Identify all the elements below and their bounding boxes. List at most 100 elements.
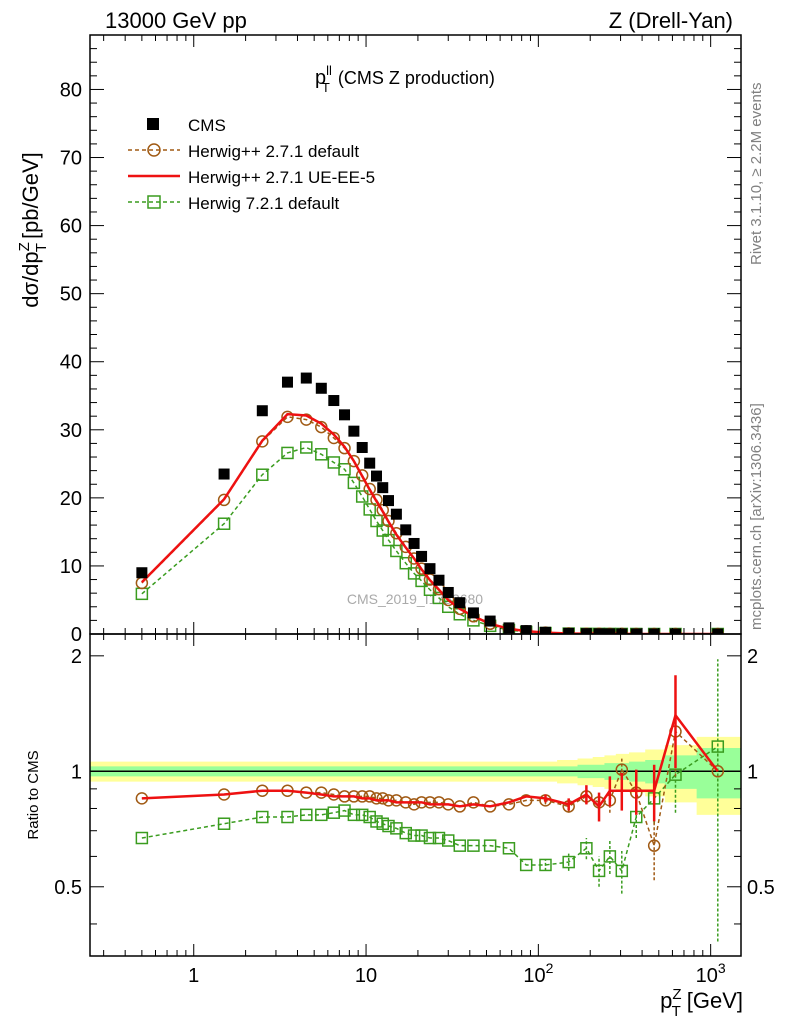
ratio-point-herwig7 xyxy=(315,808,328,822)
point-cms xyxy=(256,405,268,417)
ratio-point-herwig7 xyxy=(519,858,533,872)
ratio-point-herwigpp-default xyxy=(519,794,533,807)
ratio-point-herwig7 xyxy=(502,842,516,855)
point-cms xyxy=(371,470,383,482)
title-sub: T xyxy=(322,80,330,95)
point-cms xyxy=(400,524,412,536)
process-label: Z (Drell-Yan) xyxy=(609,8,733,33)
title-main: p xyxy=(315,67,326,89)
ratio-point-herwig7 xyxy=(415,829,428,842)
point-cms xyxy=(408,537,420,549)
point-herwigpp-default xyxy=(382,514,395,528)
ratio-y-tick-label-right: 1 xyxy=(747,761,758,783)
legend: CMS Herwig++ 2.7.1 default Herwig++ 2.7.… xyxy=(128,116,375,213)
ratio-point-herwig7 xyxy=(281,810,294,824)
y-tick-label: 40 xyxy=(60,352,82,374)
mcplots-label: mcplots.cern.ch [arXiv:1306.3436] xyxy=(748,403,765,630)
x-tick-label: 10 xyxy=(355,965,377,987)
y-tick-label: 60 xyxy=(60,216,82,238)
title-rest: (CMS Z production) xyxy=(338,68,495,88)
ratio-point-herwigpp-default xyxy=(407,798,421,811)
point-cms xyxy=(503,622,515,634)
point-cms xyxy=(580,628,592,634)
ratio-line-herwigpp-default xyxy=(141,729,719,849)
point-cms xyxy=(669,628,681,634)
ratio-point-herwigpp-default xyxy=(647,839,661,852)
ratio-band-group xyxy=(90,736,741,815)
ratio-point-herwig7 xyxy=(423,831,437,845)
ratio-point-herwig7 xyxy=(355,808,369,822)
point-cms xyxy=(356,441,368,453)
lower-frame xyxy=(89,633,742,957)
ratio-y-tick-label-left: 2 xyxy=(71,646,82,668)
point-herwig7 xyxy=(347,476,361,490)
y-tick-label: 70 xyxy=(60,148,82,170)
point-cms xyxy=(339,409,351,421)
y-tick-label: 0 xyxy=(71,624,82,646)
point-herwig7 xyxy=(338,463,351,476)
ylabel-main: dσ/dp xyxy=(18,251,43,307)
xlabel-main: p xyxy=(660,988,672,1013)
ratio-point-herwig7 xyxy=(615,864,629,878)
point-cms xyxy=(454,597,466,609)
point-herwig7 xyxy=(281,446,294,460)
point-cms xyxy=(424,563,436,575)
point-cms xyxy=(433,574,445,586)
point-cms xyxy=(416,550,428,562)
point-herwigpp-default xyxy=(376,503,389,517)
point-cms xyxy=(390,508,402,520)
point-cms xyxy=(593,628,605,634)
point-herwigpp-default xyxy=(338,441,351,455)
point-cms xyxy=(616,628,628,634)
legend-label-herwigpp-default: Herwig++ 2.7.1 default xyxy=(188,142,359,161)
point-herwig7 xyxy=(355,490,369,503)
ratio-point-herwigpp-default xyxy=(363,790,376,803)
point-herwigpp-default xyxy=(370,493,383,507)
y-tick-label: 80 xyxy=(60,79,82,101)
point-cms xyxy=(281,376,293,388)
point-herwig7 xyxy=(300,441,313,454)
point-cms xyxy=(539,626,551,634)
ratio-y-tick-label-right: 0.5 xyxy=(747,877,775,899)
ratio-line-herwigpp-ueee5 xyxy=(141,712,719,809)
ratio-y-tick-label-left: 0.5 xyxy=(54,877,82,899)
point-cms xyxy=(442,586,454,598)
rivet-label: Rivet 3.1.10, ≥ 2.2M events xyxy=(748,83,765,266)
legend-marker-cms xyxy=(147,118,159,130)
ratio-point-herwig7 xyxy=(483,839,497,852)
ratio-point-herwigpp-default xyxy=(467,796,480,809)
x-tick-label: 103 xyxy=(696,960,726,987)
ratio-point-herwig7 xyxy=(217,817,231,830)
point-herwig7 xyxy=(327,456,341,469)
legend-marker-herwigpp-default xyxy=(147,143,161,157)
point-cms xyxy=(467,607,479,619)
xlabel: pZ T [GeV] xyxy=(660,986,743,1020)
ratio-y-tick-label-left: 1 xyxy=(71,761,82,783)
ratio-point-herwig7 xyxy=(256,810,269,824)
point-herwig7 xyxy=(315,448,328,461)
ratio-point-herwig7 xyxy=(407,829,421,842)
point-herwigpp-default xyxy=(327,431,341,445)
point-cms xyxy=(348,425,360,437)
ratio-line-herwig7 xyxy=(141,745,719,873)
point-cms xyxy=(484,615,496,627)
xlabel-sub: T xyxy=(672,1003,681,1020)
upper-ylabel: dσ/dpZT [pb/GeV] xyxy=(16,152,50,308)
beam-label: 13000 GeV pp xyxy=(105,8,247,33)
ratio-point-herwig7 xyxy=(382,819,395,833)
ratio-band-green xyxy=(90,748,741,799)
point-herwig7 xyxy=(382,533,395,547)
ratio-point-herwigpp-default xyxy=(711,765,725,778)
y-tick-label: 30 xyxy=(60,420,82,442)
legend-label-cms: CMS xyxy=(188,116,226,135)
ratio-point-herwig7 xyxy=(592,864,606,878)
ylabel-sub: T xyxy=(33,243,50,252)
point-herwigpp-default xyxy=(347,454,361,468)
legend-marker-herwig7 xyxy=(147,195,161,209)
x-tick-label: 102 xyxy=(523,960,553,987)
y-tick-label: 10 xyxy=(60,556,82,578)
point-herwig7 xyxy=(217,517,231,530)
ratio-point-herwig7 xyxy=(135,831,149,845)
ratio-point-herwig7 xyxy=(711,740,725,753)
ratio-point-herwig7 xyxy=(539,858,552,872)
